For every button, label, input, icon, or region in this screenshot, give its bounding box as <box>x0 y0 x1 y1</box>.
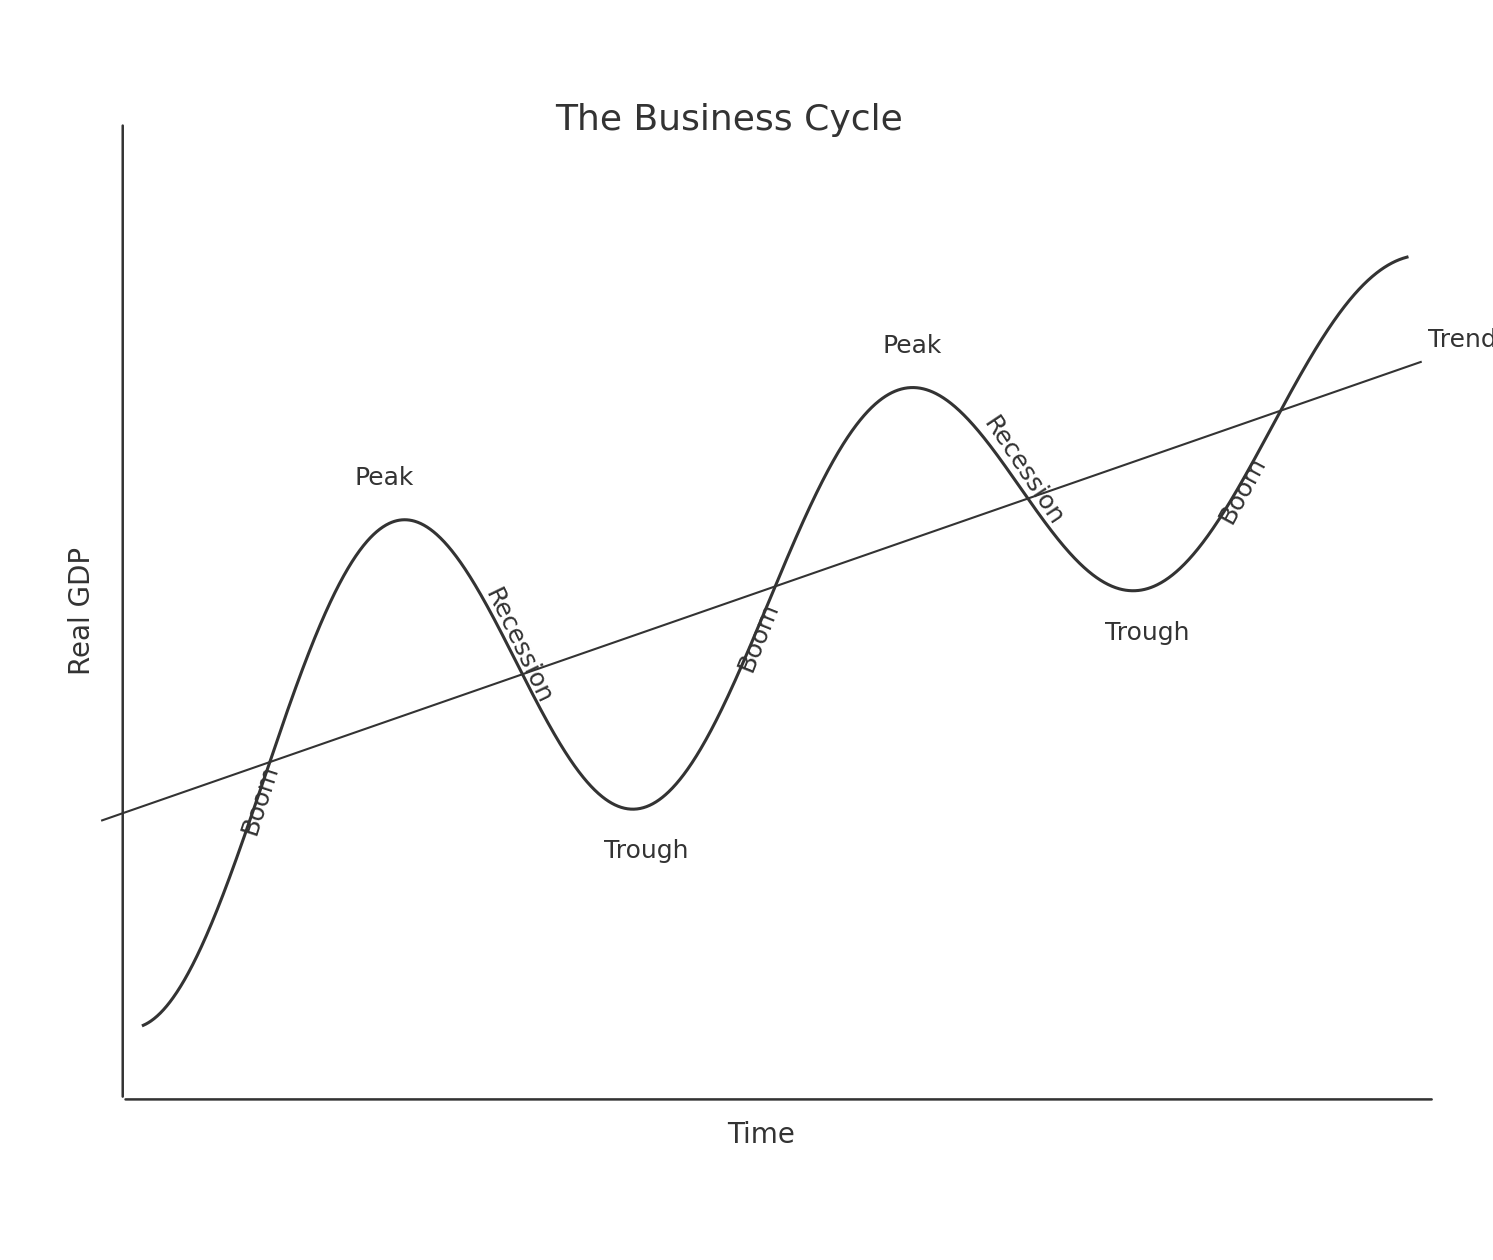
Text: Boom: Boom <box>1215 452 1271 528</box>
Text: Boom: Boom <box>237 762 282 838</box>
Text: Peak: Peak <box>354 466 414 490</box>
Text: Time: Time <box>727 1121 796 1149</box>
Text: Trough: Trough <box>605 839 688 863</box>
Text: Trend: Trend <box>1427 328 1493 352</box>
Text: The Business Cycle: The Business Cycle <box>555 103 903 137</box>
Text: Real GDP: Real GDP <box>67 547 96 675</box>
Text: Recession: Recession <box>978 412 1067 530</box>
Text: Recession: Recession <box>481 585 557 708</box>
Text: Trough: Trough <box>1105 621 1190 645</box>
Text: Peak: Peak <box>882 334 942 358</box>
Text: Boom: Boom <box>735 598 782 674</box>
